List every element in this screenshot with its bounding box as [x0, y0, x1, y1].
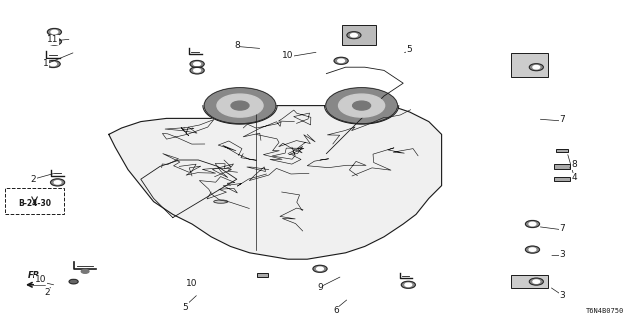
Circle shape [231, 101, 249, 110]
Circle shape [533, 66, 540, 69]
Ellipse shape [214, 200, 228, 203]
Text: 3: 3 [559, 292, 564, 300]
Text: 8: 8 [572, 160, 577, 169]
Text: 2: 2 [44, 288, 49, 297]
Circle shape [47, 28, 61, 36]
Text: 3: 3 [559, 250, 564, 259]
Bar [511, 275, 548, 288]
Circle shape [69, 279, 78, 284]
Bar [554, 177, 570, 181]
Text: B-24-30: B-24-30 [18, 199, 51, 208]
Bar [556, 148, 568, 152]
Circle shape [533, 280, 540, 283]
Circle shape [204, 88, 276, 124]
Text: 8: 8 [234, 41, 239, 50]
Circle shape [46, 60, 60, 68]
Circle shape [525, 246, 540, 253]
Bar [511, 53, 548, 77]
Circle shape [50, 62, 56, 66]
Circle shape [529, 64, 543, 71]
Circle shape [525, 220, 540, 228]
Circle shape [529, 278, 543, 285]
Polygon shape [109, 106, 442, 259]
Circle shape [47, 38, 61, 45]
Circle shape [51, 179, 65, 186]
Circle shape [338, 59, 344, 62]
Circle shape [347, 32, 361, 39]
Circle shape [51, 30, 58, 34]
Circle shape [334, 57, 348, 64]
Circle shape [529, 222, 536, 226]
Circle shape [351, 34, 357, 37]
Circle shape [190, 67, 204, 74]
Text: 1: 1 [44, 60, 49, 68]
Circle shape [217, 94, 263, 117]
Bar [554, 164, 570, 169]
Circle shape [529, 248, 536, 251]
Text: FR.: FR. [28, 271, 43, 280]
Circle shape [317, 267, 323, 270]
Bar [5, 188, 64, 214]
Circle shape [401, 281, 415, 288]
Circle shape [190, 60, 204, 68]
Circle shape [51, 40, 58, 43]
Circle shape [405, 283, 412, 286]
Text: 7: 7 [559, 224, 564, 233]
Circle shape [54, 181, 61, 184]
Text: T6N4B0750: T6N4B0750 [586, 308, 624, 314]
Text: 7: 7 [559, 116, 564, 124]
Circle shape [194, 69, 200, 72]
Circle shape [194, 62, 200, 66]
Bar [257, 273, 268, 277]
Circle shape [81, 269, 89, 273]
Text: 6: 6 [333, 306, 339, 315]
Circle shape [313, 265, 327, 272]
Text: 5: 5 [183, 303, 188, 312]
Circle shape [353, 101, 371, 110]
Text: 2: 2 [31, 175, 36, 184]
Text: 5: 5 [407, 45, 412, 54]
Text: 9: 9 [317, 284, 323, 292]
Circle shape [326, 88, 397, 124]
Circle shape [339, 94, 385, 117]
Bar [342, 25, 376, 45]
Text: 10: 10 [282, 52, 294, 60]
Text: 4: 4 [572, 173, 577, 182]
Text: 10: 10 [186, 279, 198, 288]
Text: 11: 11 [47, 36, 58, 44]
Text: 10: 10 [35, 276, 46, 284]
